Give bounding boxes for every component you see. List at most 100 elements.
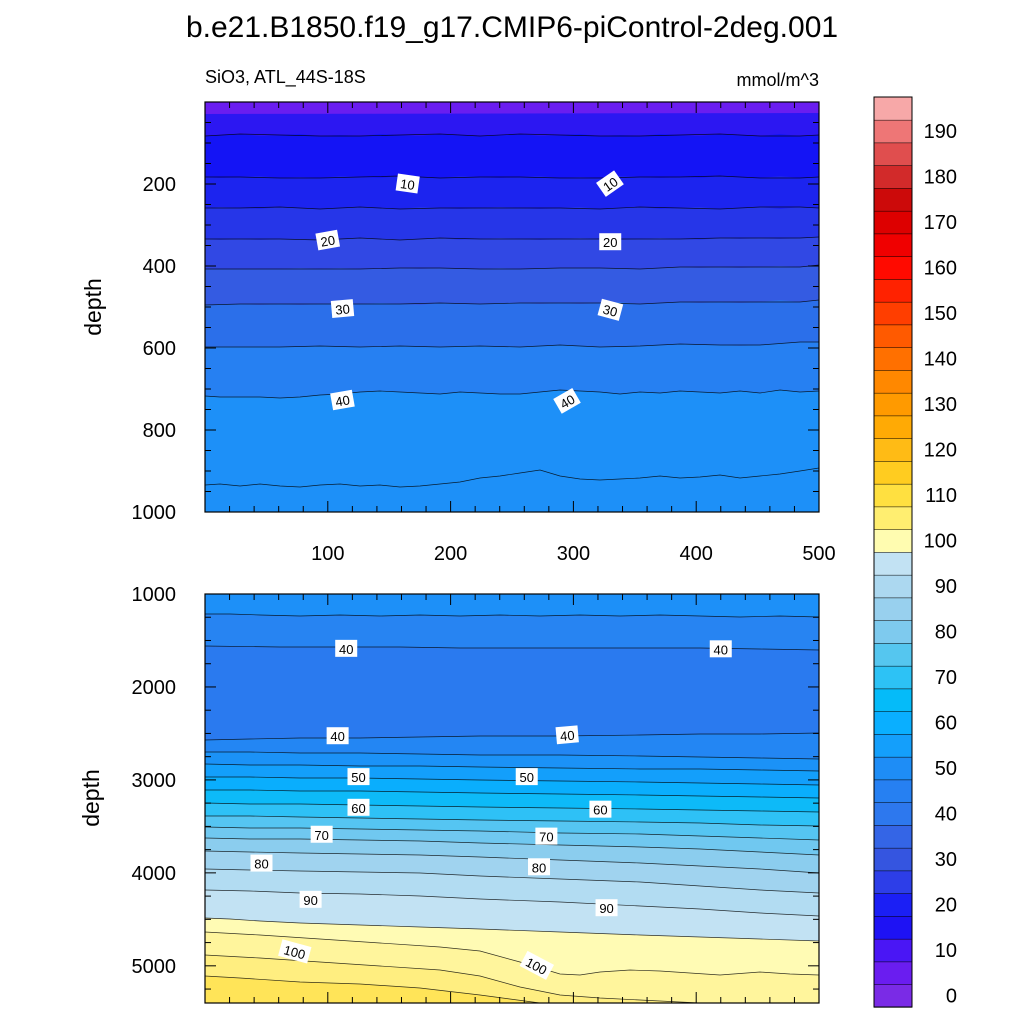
- colorbar-label: 50: [935, 758, 957, 780]
- contour-label-text: 20: [603, 235, 617, 250]
- upper-y-tick-label: 600: [143, 338, 176, 360]
- colorbar-swatch: [873, 620, 913, 644]
- colorbar-swatch: [873, 711, 913, 735]
- contour-label: 90: [595, 899, 618, 917]
- colorbar-label: 190: [924, 121, 957, 143]
- colorbar-swatch: [873, 438, 913, 462]
- colorbar-swatch: [873, 233, 913, 257]
- contour-label-box: [330, 299, 355, 318]
- upper-contour-labels: 10 10 20 20 30 30 40 40: [315, 170, 624, 414]
- colorbar-label: 140: [924, 349, 957, 371]
- panel-subtitle-left: SiO3, ATL_44S-18S: [205, 67, 366, 88]
- colorbar-label: 110: [925, 485, 957, 507]
- contour-label-box: [250, 854, 273, 872]
- lower-y-tick-label: 3000: [132, 770, 177, 792]
- contour-label-text: 100: [282, 942, 307, 962]
- colorbar-label: 30: [935, 849, 957, 871]
- colorbar-swatch: [873, 733, 913, 758]
- contour-label-text: 40: [557, 392, 577, 412]
- lower-contour-line-13: [205, 776, 819, 786]
- upper-y-tick-label: 200: [143, 174, 176, 196]
- lower-contour-line-4: [205, 917, 819, 942]
- contour-label-box: [519, 950, 555, 980]
- contour-label-text: 60: [593, 803, 607, 818]
- contour-label-text: 50: [520, 770, 534, 785]
- contour-label-box: [555, 725, 579, 745]
- colorbar-swatch: [873, 460, 913, 485]
- x-tick-label: 400: [680, 543, 713, 565]
- lower-y-axis-label: depth: [78, 769, 104, 827]
- colorbar-label: 90: [935, 576, 957, 598]
- lower-contour-line-16: [205, 732, 819, 741]
- contour-label-text: 90: [599, 901, 613, 916]
- lower-plot-frame: [204, 593, 820, 1004]
- lower-contour-line-10: [205, 815, 819, 827]
- colorbar-swatch: [873, 551, 913, 576]
- colorbar-swatch: [873, 961, 913, 985]
- contour-label-text: 30: [335, 301, 351, 317]
- contour-label-box: [589, 800, 612, 818]
- contour-label-box: [515, 768, 538, 786]
- contour-label-box: [528, 858, 551, 876]
- contour-label: 60: [589, 800, 612, 818]
- x-tick-label: 200: [434, 543, 467, 565]
- contour-label: 80: [528, 858, 551, 876]
- contour-label-text: 70: [539, 830, 553, 845]
- lower-contour-line-8: [205, 837, 819, 856]
- contour-label-box: [299, 890, 322, 908]
- colorbar-swatch: [873, 824, 913, 849]
- colorbar-label: 170: [924, 212, 957, 234]
- contour-label-text: 40: [714, 642, 728, 657]
- contour-label: 10: [395, 173, 420, 194]
- upper-y-axis-label: depth: [80, 278, 106, 336]
- upper-band-45: [205, 102, 819, 114]
- contour-label-text: 40: [559, 728, 575, 744]
- contour-label: 80: [250, 854, 273, 872]
- contour-label: 40: [326, 727, 349, 745]
- lower-contour-line-6: [205, 868, 819, 894]
- upper-axis-ticks: 100 200 300 400 500 200 400 600 800 1000: [132, 101, 836, 565]
- upper-contour-line-2: [205, 389, 819, 399]
- lower-band-18: [205, 594, 819, 617]
- colorbar-label: 0: [946, 986, 957, 1008]
- upper-y-tick-label: 1000: [132, 502, 177, 524]
- contour-label: 40: [335, 639, 358, 657]
- colorbar: 0 10 20 30 40 50 60 70 80 90 100 110 120 130 140 150 160…: [873, 96, 957, 1008]
- contour-label: 40: [555, 725, 579, 745]
- contour-label-box: [553, 388, 581, 414]
- colorbar-swatch: [873, 506, 913, 530]
- colorbar-swatch: [873, 392, 913, 417]
- colorbar-swatch: [873, 984, 913, 1008]
- contour-label-box: [709, 640, 732, 658]
- contour-label-box: [310, 825, 333, 843]
- lower-contour-line-12: [205, 789, 819, 799]
- upper-y-tick-label: 800: [143, 420, 176, 442]
- colorbar-swatch: [873, 210, 913, 235]
- lower-contour-fills: [205, 594, 819, 1003]
- contour-label-text: 10: [399, 176, 415, 193]
- contour-label: 70: [310, 825, 333, 843]
- upper-contour-line-4: [205, 299, 819, 306]
- colorbar-swatch: [873, 256, 913, 280]
- colorbar-label: 70: [935, 667, 957, 689]
- contour-label-text: 40: [334, 392, 351, 409]
- contour-label: 30: [330, 299, 355, 318]
- upper-contour-line-9: [205, 133, 819, 137]
- upper-contour-line-1: [205, 467, 819, 488]
- contour-label-box: [326, 727, 349, 745]
- colorbar-swatch: [873, 324, 913, 348]
- contour-label-text: 50: [351, 770, 365, 785]
- colorbar-label: 160: [924, 258, 957, 280]
- contour-label-text: 30: [601, 302, 619, 320]
- lower-contour-line-1: [205, 975, 541, 1003]
- lower-contour-line-11: [205, 802, 819, 813]
- contour-label-box: [278, 939, 312, 964]
- colorbar-swatch: [873, 597, 913, 621]
- contour-label-text: 80: [254, 857, 268, 872]
- colorbar-label: 120: [924, 440, 957, 462]
- colorbar-swatch: [873, 415, 913, 439]
- contour-label-box: [595, 899, 618, 917]
- contour-label-box: [599, 233, 622, 251]
- colorbar-label: 40: [935, 804, 957, 826]
